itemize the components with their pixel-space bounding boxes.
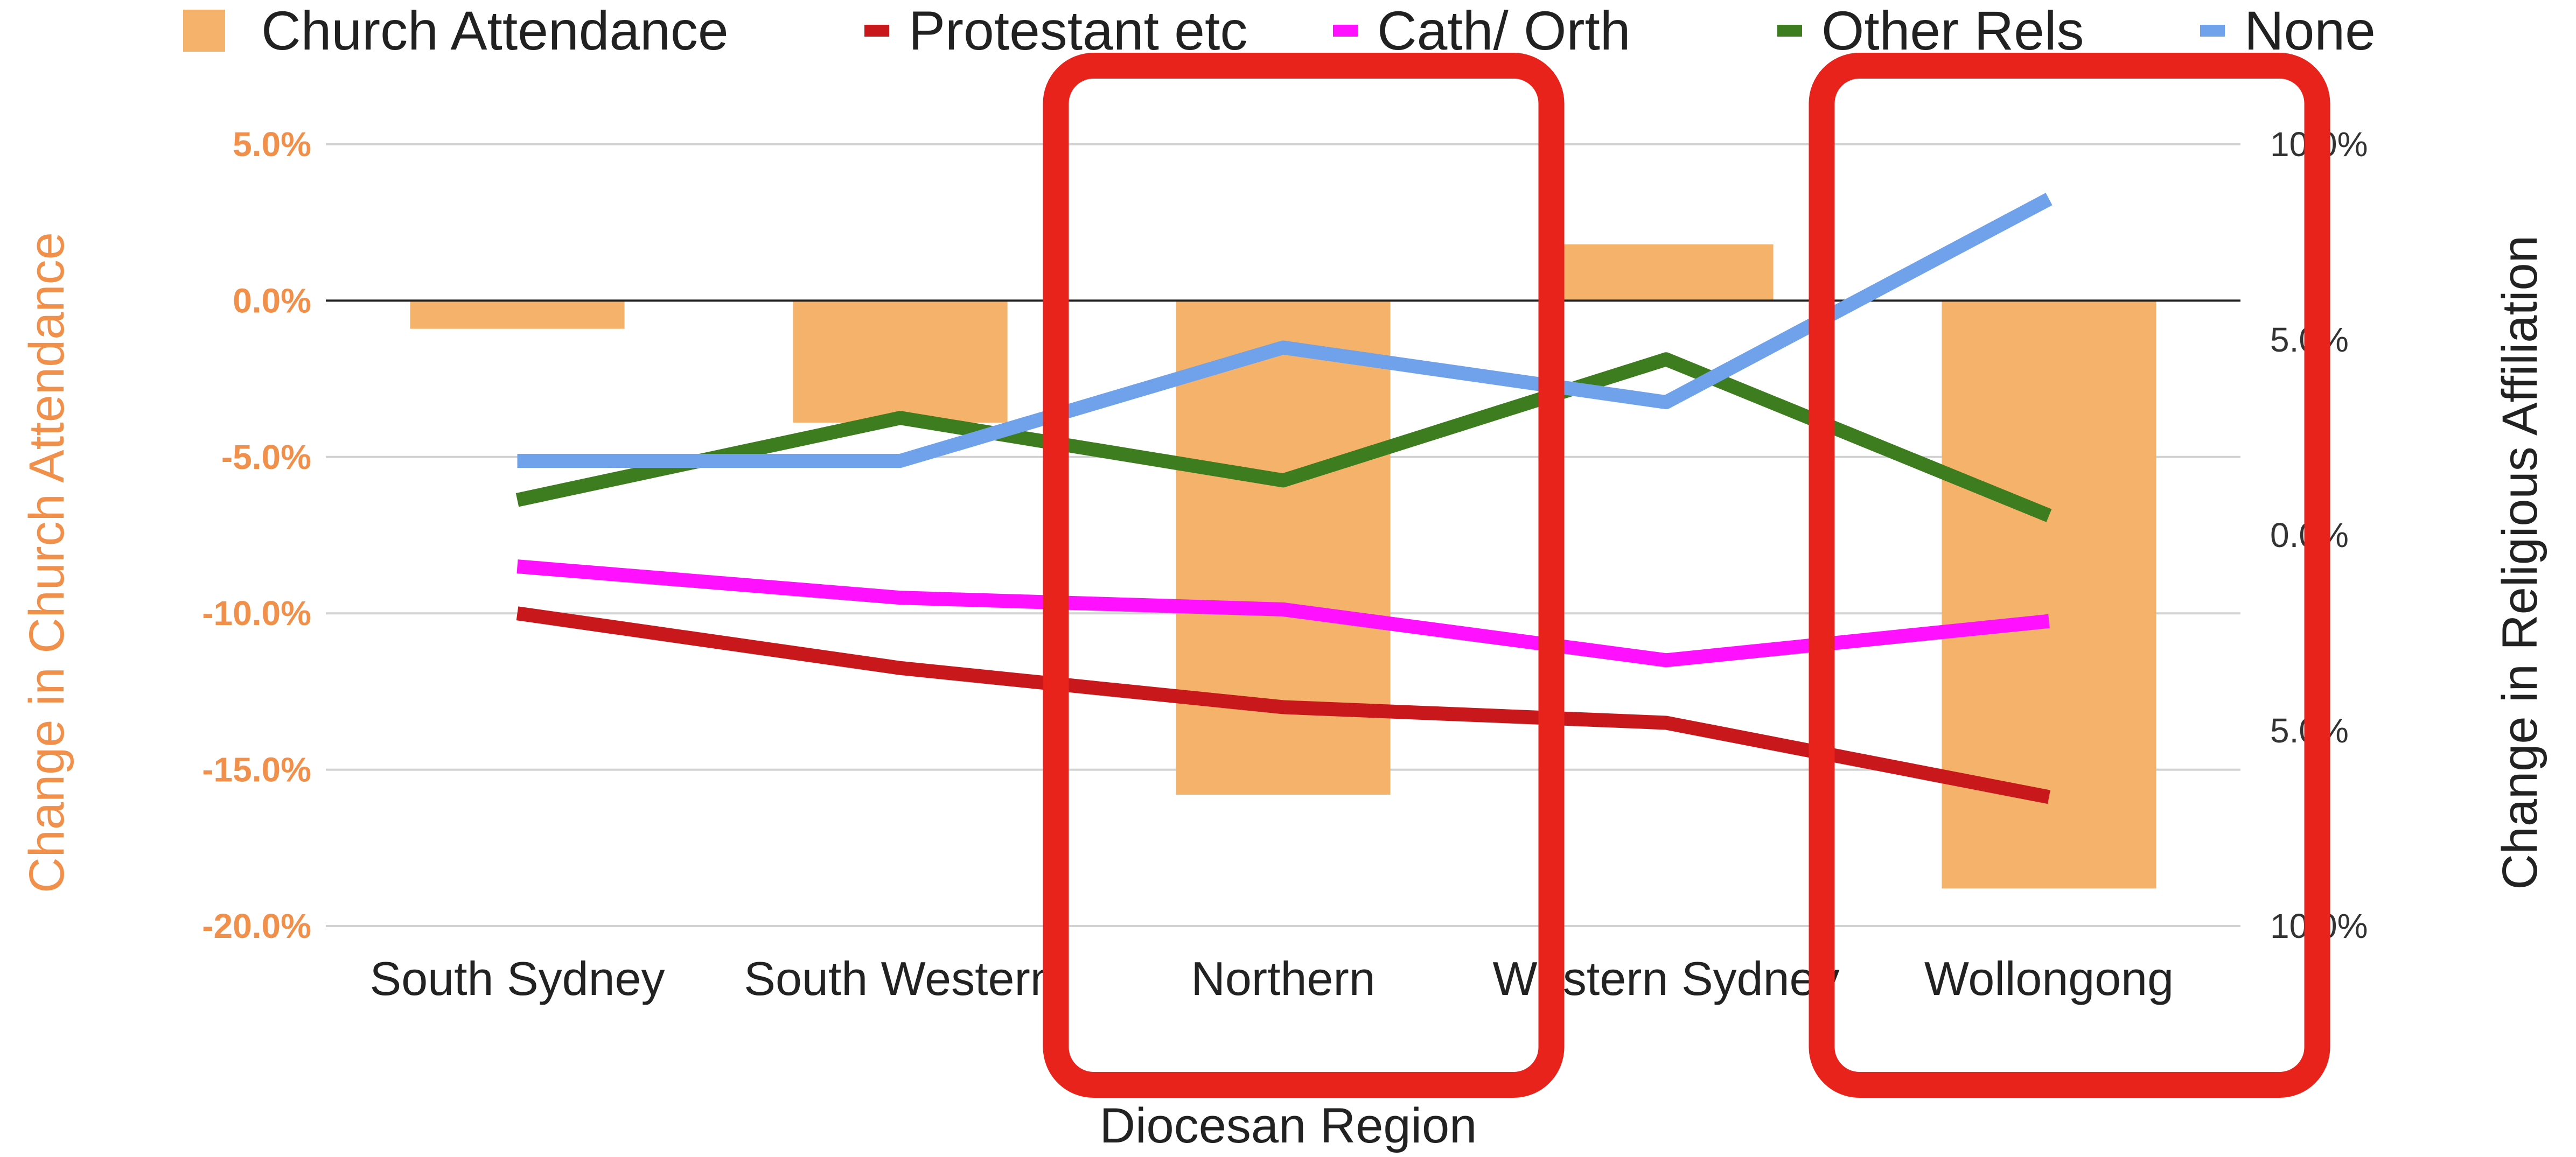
x-axis-title: Diocesan Region — [1100, 1098, 1477, 1153]
bar — [1559, 244, 1774, 301]
legend-label: Other Rels — [1821, 0, 2084, 61]
legend-label: None — [2244, 0, 2376, 61]
legend-swatch — [864, 25, 889, 37]
x-tick-label: Wollongong — [1924, 952, 2174, 1005]
x-tick-label: South Sydney — [370, 952, 665, 1005]
y-left-tick-label: -20.0% — [202, 907, 311, 945]
y-left-tick-label: -10.0% — [202, 594, 311, 633]
legend-swatch — [183, 10, 225, 52]
bar — [793, 300, 1008, 423]
series-line — [517, 193, 2053, 468]
y-axis-right-title: Change in Religious Affiliation — [2493, 235, 2547, 890]
bar — [410, 300, 625, 329]
legend-swatch — [2200, 25, 2225, 37]
highlight-box — [1043, 53, 1565, 1098]
legend-label: Church Attendance — [261, 0, 729, 61]
x-tick-label: South Western — [744, 952, 1056, 1005]
bar — [1942, 300, 2156, 889]
series-lines — [515, 193, 2053, 804]
legend-swatch — [1777, 25, 1802, 37]
legend: Church Attendance Protestant etc Cath/ Ort… — [183, 0, 2376, 61]
y-axis-left-title: Change in Church Attendance — [19, 232, 74, 893]
left-axis-ticks: 5.0% 0.0% -5.0% -10.0% -15.0% -20.0% — [202, 125, 311, 945]
highlight-box — [1809, 53, 2330, 1098]
legend-label: Protestant etc — [909, 0, 1247, 61]
series-line — [516, 559, 2050, 668]
legend-label: Cath/ Orth — [1377, 0, 1631, 61]
series-line — [515, 352, 2052, 522]
y-left-tick-label: -15.0% — [202, 751, 311, 789]
x-tick-label: Northern — [1191, 952, 1375, 1005]
y-left-tick-label: 5.0% — [233, 125, 311, 164]
legend-swatch — [1333, 25, 1358, 37]
highlight-annotations — [1043, 53, 2330, 1098]
y-left-tick-label: 0.0% — [233, 281, 311, 320]
x-axis-ticks: South Sydney South Western Northern Western… — [370, 952, 2174, 1005]
series-line — [516, 606, 2050, 804]
y-left-tick-label: -5.0% — [221, 438, 311, 476]
